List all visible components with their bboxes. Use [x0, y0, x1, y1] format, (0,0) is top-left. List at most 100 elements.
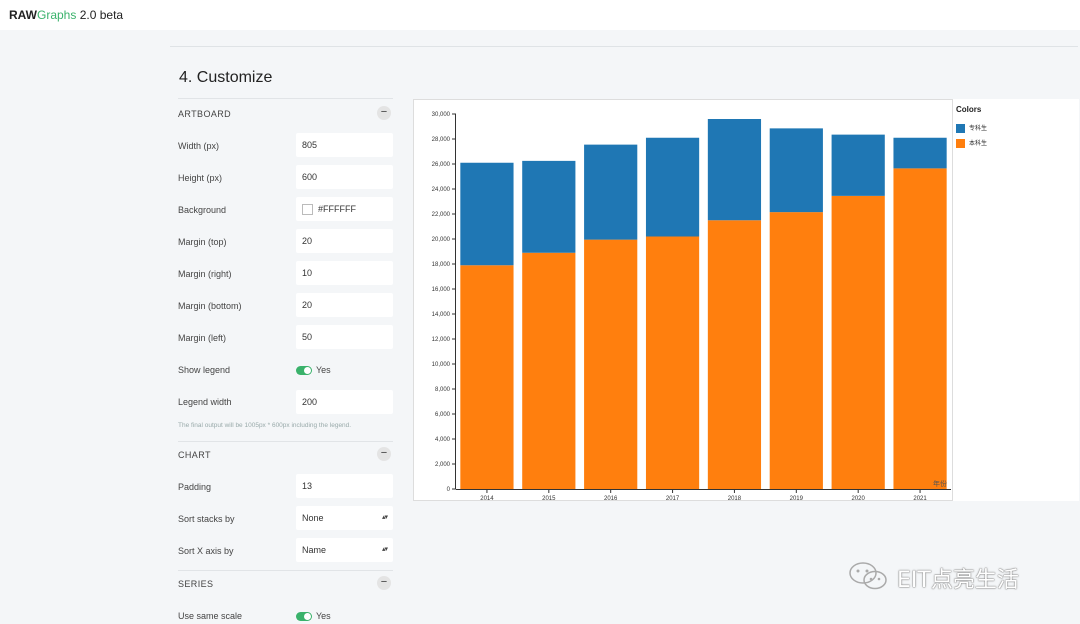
sort-stacks-select[interactable]: None: [296, 506, 393, 530]
margin-right-label: Margin (right): [178, 269, 232, 279]
app-header: RAWGraphs 2.0 beta: [0, 0, 1080, 30]
same-scale-label: Use same scale: [178, 611, 243, 621]
x-tick-label: 2014: [480, 496, 494, 502]
show-legend-label: Show legend: [178, 365, 231, 375]
chart-heading: CHART: [178, 450, 211, 460]
y-tick-label: 6,000: [435, 412, 451, 418]
bar-2016: [584, 239, 638, 489]
margin-bottom-input[interactable]: 20: [296, 293, 393, 317]
bar-2019: [769, 128, 823, 213]
artboard-heading: ARTBOARD: [178, 109, 232, 119]
divider: [178, 570, 393, 571]
y-tick-label: 28,000: [432, 137, 451, 143]
margin-top-input[interactable]: 20: [296, 229, 393, 253]
background-color-input[interactable]: #FFFFFF: [296, 197, 393, 221]
x-tick-label: 2021: [913, 496, 927, 502]
chart-collapse-button[interactable]: −: [377, 447, 391, 461]
height-label: Height (px): [178, 173, 223, 183]
legend: Colors 专科生 本科生: [953, 99, 1079, 501]
output-size-note: The final output will be 1005px * 600px …: [178, 422, 352, 429]
y-tick-label: 20,000: [432, 237, 451, 243]
margin-right-input[interactable]: 10: [296, 261, 393, 285]
y-tick-label: 4,000: [435, 437, 451, 443]
margin-top-label: Margin (top): [178, 237, 227, 247]
bar-2014: [460, 162, 514, 266]
sort-x-label: Sort X axis by: [178, 546, 234, 556]
margin-left-input[interactable]: 50: [296, 325, 393, 349]
bar-2014: [460, 265, 514, 489]
y-tick-label: 12,000: [432, 337, 451, 343]
watermark-text: EIT点亮生活: [897, 568, 1019, 593]
same-scale-value: Yes: [316, 611, 331, 621]
x-tick-label: 2018: [728, 496, 742, 502]
bar-2020: [831, 134, 885, 196]
y-tick-label: 0: [447, 487, 451, 493]
chart-preview: 0 2,000 4,000 6,000 8,000 10,000 12,000 14,000 1…: [413, 99, 1079, 502]
brand-graphs: Graphs: [37, 8, 77, 22]
width-input[interactable]: 805: [296, 133, 393, 157]
bar-2020: [831, 195, 885, 489]
chart-area: 0 2,000 4,000 6,000 8,000 10,000 12,000 14,000 1…: [413, 99, 953, 502]
legend-item: 专科生: [956, 123, 987, 133]
y-tick-label: 18,000: [432, 262, 451, 268]
bar-2015: [522, 160, 576, 253]
series-collapse-button[interactable]: −: [377, 576, 391, 590]
bar-2016: [584, 144, 638, 240]
legend-swatch-1: [956, 138, 965, 148]
margin-bottom-label: Margin (bottom): [178, 301, 242, 311]
background-label: Background: [178, 205, 227, 215]
x-tick-label: 2015: [542, 496, 556, 502]
x-tick-label: 2017: [666, 496, 680, 502]
bar-2015: [522, 252, 576, 489]
bar-2018: [707, 220, 762, 489]
divider: [178, 98, 393, 99]
width-label: Width (px): [178, 141, 220, 151]
legend-swatch-0: [956, 123, 965, 133]
legend-item: 本科生: [956, 138, 987, 148]
y-tick-label: 26,000: [432, 162, 451, 168]
y-tick-label: 22,000: [432, 212, 451, 218]
y-tick-label: 2,000: [435, 462, 451, 468]
background-color-value: #FFFFFF: [318, 204, 356, 214]
y-tick-label: 10,000: [432, 362, 451, 368]
show-legend-toggle[interactable]: [296, 366, 312, 375]
show-legend-value: Yes: [316, 365, 331, 375]
sort-x-select[interactable]: Name: [296, 538, 393, 562]
same-scale-toggle[interactable]: [296, 612, 312, 621]
margin-left-label: Margin (left): [178, 333, 227, 343]
stacked-bar-chart: 0 2,000 4,000 6,000 8,000 10,000 12,000 14,000 1…: [432, 112, 951, 502]
color-swatch[interactable]: [302, 204, 313, 216]
padding-label: Padding: [178, 482, 212, 492]
divider: [178, 441, 393, 442]
section-divider: [170, 46, 1078, 47]
app-logo[interactable]: RAWGraphs 2.0 beta: [9, 8, 123, 22]
x-tick-label: 2020: [852, 496, 866, 502]
page-title: 4. Customize: [179, 69, 273, 86]
y-tick-label: 24,000: [432, 187, 451, 193]
app-version: 2.0 beta: [79, 8, 124, 22]
x-tick-label: 2016: [604, 496, 618, 502]
legend-label-0: 专科生: [969, 126, 988, 132]
bar-2019: [769, 212, 823, 489]
padding-input[interactable]: 13: [296, 474, 393, 498]
bar-2021: [893, 168, 947, 489]
x-tick-label: 2019: [790, 496, 804, 502]
legend-width-input[interactable]: 200: [296, 390, 393, 414]
series-heading: SERIES: [178, 579, 214, 589]
legend-label-1: 本科生: [969, 141, 988, 147]
y-tick-label: 8,000: [435, 387, 451, 393]
y-tick-label: 14,000: [432, 312, 451, 318]
artboard-collapse-button[interactable]: −: [377, 106, 391, 120]
y-tick-label: 16,000: [432, 287, 451, 293]
brand-raw: RAW: [9, 8, 37, 22]
legend-title: Colors: [956, 105, 982, 114]
height-input[interactable]: 600: [296, 165, 393, 189]
x-axis-corner-label: 年份: [933, 479, 947, 488]
wechat-icon: [849, 562, 887, 590]
bar-2021: [893, 137, 947, 169]
bar-2017: [645, 137, 700, 237]
y-tick-label: 30,000: [432, 112, 451, 118]
bar-2017: [645, 236, 700, 489]
sort-stacks-label: Sort stacks by: [178, 514, 235, 524]
legend-width-label: Legend width: [178, 397, 232, 407]
